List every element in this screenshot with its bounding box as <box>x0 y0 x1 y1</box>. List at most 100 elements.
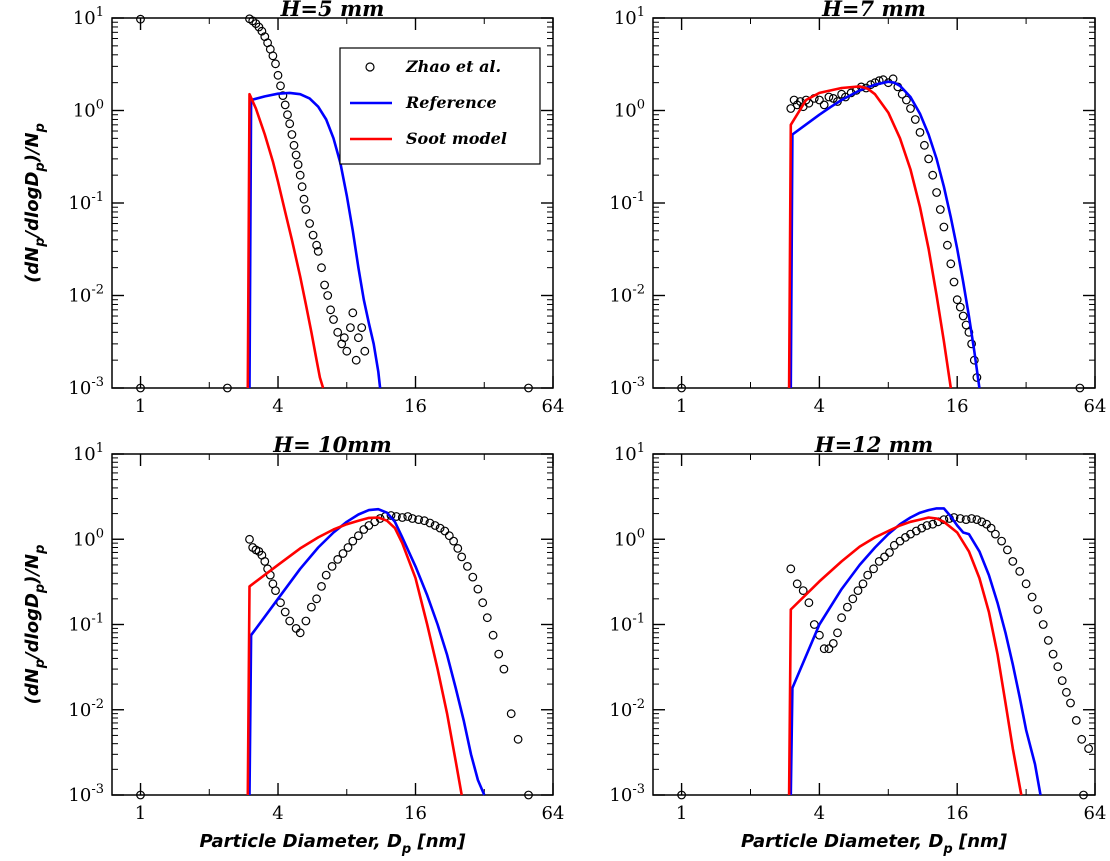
data-point <box>949 277 959 287</box>
panel-title: H= 10mm <box>272 432 391 457</box>
data-point <box>271 586 280 595</box>
data-point <box>895 536 905 546</box>
data-point <box>473 584 483 594</box>
panel-3: H= 10mm 10-3 10-2 10-1 100 101 1 4 16 64 (dNp/dlog… <box>22 432 564 857</box>
x-tick-label: 16 <box>946 396 969 417</box>
data-point <box>392 512 401 521</box>
y-tick-label: 10-3 <box>609 782 645 806</box>
series-soot-model <box>246 516 463 796</box>
data-point <box>677 383 686 393</box>
data-point <box>786 564 796 574</box>
data-point <box>869 564 878 574</box>
series-soot-model <box>787 516 1023 796</box>
y-tick-label: 10-2 <box>609 283 645 307</box>
data-point <box>403 512 413 521</box>
series-zhao-et-al <box>677 74 1085 393</box>
data-point <box>488 630 498 640</box>
series-line <box>789 507 1042 796</box>
data-point <box>386 511 396 520</box>
data-point <box>837 613 846 623</box>
data-point <box>444 531 454 541</box>
data-point <box>1003 545 1012 555</box>
data-point <box>915 127 925 137</box>
data-point <box>885 548 894 557</box>
data-point <box>1075 383 1085 393</box>
data-point <box>136 383 145 393</box>
data-point <box>943 240 952 250</box>
data-point <box>798 586 808 595</box>
data-point <box>326 305 336 315</box>
data-point <box>1027 592 1037 602</box>
data-point <box>285 616 295 626</box>
y-tick-label: 10-1 <box>68 190 104 214</box>
data-point <box>961 515 971 524</box>
data-point <box>1043 636 1053 645</box>
data-point <box>320 280 330 290</box>
panel-1: H=5 mm 10-3 10-2 10-1 100 101 1 4 16 64 (dNp/dlogD… <box>22 0 564 417</box>
data-point <box>278 91 288 100</box>
y-tick-label: 101 <box>614 5 645 29</box>
x-tick-label: 64 <box>1084 396 1107 417</box>
data-point <box>313 246 323 256</box>
panel-title: H=7 mm <box>821 0 926 21</box>
data-point <box>1071 716 1081 725</box>
data-point <box>972 515 982 524</box>
series-line <box>248 507 486 796</box>
series-line <box>787 85 953 389</box>
x-tick-label: 4 <box>814 803 825 824</box>
data-point <box>1015 567 1025 576</box>
data-point <box>833 628 842 638</box>
data-point <box>513 734 523 744</box>
data-point <box>819 644 829 654</box>
data-point <box>1066 698 1075 708</box>
data-point <box>346 323 355 333</box>
data-point <box>287 130 297 139</box>
data-point <box>425 518 435 528</box>
data-point <box>283 110 292 120</box>
data-point <box>906 104 915 113</box>
y-tick-label: 10-2 <box>609 697 645 721</box>
series-line <box>789 80 981 389</box>
data-point <box>828 639 838 648</box>
data-point <box>333 327 343 337</box>
data-point <box>1033 605 1043 614</box>
panel-title: H=12 mm <box>814 432 933 457</box>
data-point <box>317 263 326 273</box>
series-reference <box>248 91 382 389</box>
data-point <box>792 579 802 589</box>
data-point <box>1061 687 1071 697</box>
data-point <box>136 790 145 800</box>
data-point <box>301 205 311 214</box>
data-point <box>343 543 353 552</box>
data-point <box>321 570 331 580</box>
x-tick-label: 16 <box>404 803 427 824</box>
y-tick-label: 10-2 <box>68 283 104 307</box>
data-point <box>863 570 873 580</box>
legend-label: Soot model <box>406 129 507 148</box>
data-point <box>935 205 945 214</box>
data-point <box>453 544 463 553</box>
data-point <box>245 534 254 544</box>
data-point <box>482 613 492 623</box>
data-point <box>1077 734 1087 744</box>
data-point <box>819 100 829 110</box>
series-soot-model <box>787 85 953 389</box>
data-point <box>327 562 337 571</box>
legend-box <box>339 47 541 165</box>
plot-frame <box>111 453 554 796</box>
data-point <box>440 526 450 536</box>
data-point <box>506 709 516 719</box>
panel-title: H=5 mm <box>280 0 385 21</box>
data-point <box>910 115 920 124</box>
data-point <box>1084 744 1093 753</box>
data-point <box>677 790 686 800</box>
data-point <box>804 598 814 608</box>
data-point <box>815 95 824 105</box>
data-point <box>268 51 278 61</box>
data-point <box>1008 557 1018 566</box>
data-point <box>273 70 283 80</box>
x-tick-label: 4 <box>272 803 283 824</box>
series-reference <box>789 80 981 389</box>
data-point <box>889 540 899 550</box>
